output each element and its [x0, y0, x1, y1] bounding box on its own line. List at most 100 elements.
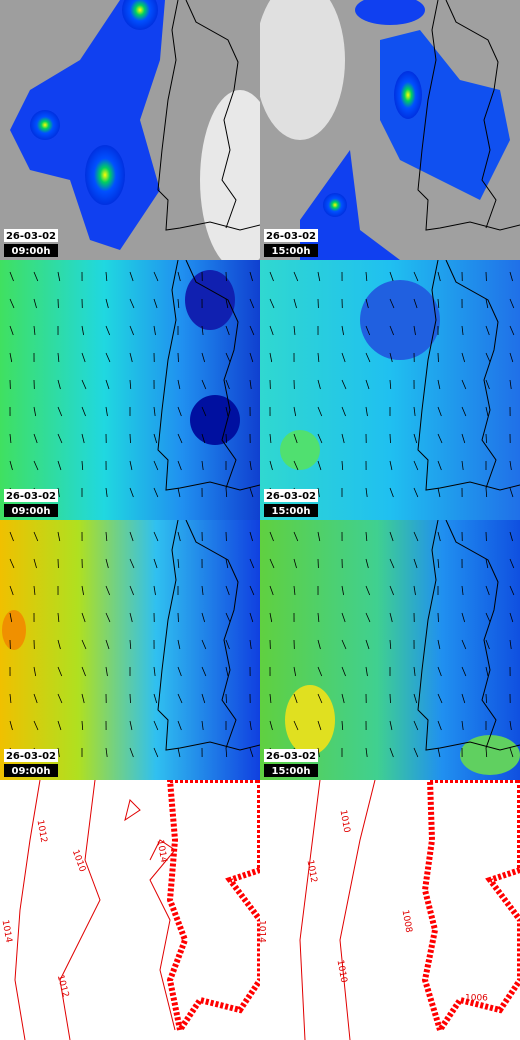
isobars-left: 1012 1010 1014 1014 1012	[0, 780, 260, 1040]
wind-arrow	[461, 460, 464, 471]
timestamp: 26-03-02 15:00h	[264, 749, 318, 777]
wind-arrow	[129, 352, 133, 363]
wind-arrow	[365, 531, 368, 542]
wind-arrow	[33, 433, 38, 444]
wind-arrow	[269, 612, 273, 623]
wind-arrow	[341, 639, 347, 650]
wind-arrow	[293, 460, 299, 471]
wind-arrow	[341, 406, 346, 417]
wind-arrow	[341, 693, 345, 704]
wind-arrow	[269, 352, 273, 363]
wind-arrow	[57, 460, 62, 471]
wind-arrow	[485, 352, 491, 363]
wind-arrow	[177, 433, 183, 444]
wind-arrow	[153, 531, 159, 542]
wind-arrow	[365, 585, 371, 596]
time-label: 09:00h	[12, 506, 51, 517]
wind-arrow	[33, 298, 37, 309]
isobar-label: 1012	[305, 859, 319, 883]
date-label: 26-03-02	[6, 231, 56, 242]
wind-arrow	[153, 325, 156, 336]
wind-arrow	[129, 433, 131, 444]
wind-arrow	[33, 693, 38, 704]
wind-arrow	[389, 612, 393, 623]
isobar-label: 1012	[35, 819, 49, 843]
wind-arrow	[225, 666, 229, 677]
date-box	[264, 489, 318, 502]
wind-arrow	[201, 379, 207, 390]
wind-arrow	[461, 325, 464, 336]
wind-arrow	[57, 271, 61, 282]
wind-arrow	[317, 531, 321, 542]
wind-arrow	[153, 558, 158, 569]
wind-arrow	[9, 271, 14, 282]
wind-arrow	[341, 325, 344, 336]
wind-arrow	[177, 666, 182, 677]
wind-arrow	[341, 666, 346, 677]
wind-arrow	[201, 325, 204, 336]
date-label: 26-03-02	[6, 491, 56, 502]
wind-arrow	[249, 639, 252, 650]
wind-arrow	[437, 693, 443, 704]
isobar-label: 1014	[0, 919, 13, 944]
wind-arrow	[105, 352, 111, 363]
wind-arrow	[201, 352, 206, 363]
wind-arrow	[461, 720, 464, 731]
wind-arrow	[485, 325, 490, 336]
wind-arrow	[105, 531, 108, 542]
wind-arrow	[509, 379, 512, 390]
wind-arrow	[57, 352, 60, 363]
wind-arrow	[485, 612, 491, 623]
wind-arrow	[269, 271, 274, 282]
wind-arrow	[105, 612, 111, 623]
wind-arrow	[201, 693, 206, 704]
isobar-label: 1014	[257, 920, 267, 943]
wind-arrow	[225, 379, 230, 390]
wind-arrow	[509, 612, 514, 623]
wind-arrow	[317, 747, 320, 758]
wind-arrow	[509, 558, 515, 569]
wind-arrow	[33, 558, 37, 569]
wind-arrow	[413, 271, 419, 282]
wind-arrow	[437, 747, 441, 758]
wind-arrow	[293, 325, 296, 336]
wind-arrow	[225, 585, 230, 596]
wind-arrow	[509, 585, 515, 596]
wind-arrow	[249, 487, 254, 498]
wind-arrow	[365, 379, 370, 390]
wind-arrow	[177, 487, 181, 498]
wind-arrow	[317, 406, 323, 417]
wind-arrow	[509, 271, 513, 282]
wind-arrow	[413, 460, 419, 471]
wind-arrow	[57, 720, 62, 731]
wind-arrow	[201, 612, 206, 623]
wind-arrow	[461, 379, 467, 390]
wind-arrow	[225, 406, 229, 417]
wind-arrow	[317, 379, 321, 390]
wind-arrow	[105, 325, 111, 336]
wind-arrow	[365, 666, 368, 677]
timestamp: 26-03-02 09:00h	[4, 229, 58, 257]
time-label: 15:00h	[272, 246, 311, 257]
wind-arrow	[177, 460, 182, 471]
wind-arrow	[201, 433, 206, 444]
wind-arrow	[365, 325, 371, 336]
wind-arrow	[509, 531, 513, 542]
wind-arrow	[461, 585, 464, 596]
wind-arrow	[201, 720, 204, 731]
wind-arrow	[105, 406, 108, 417]
wind-arrow	[485, 406, 489, 417]
wind-arrow	[269, 460, 273, 471]
wind-arrow	[269, 558, 275, 569]
wind-arrow	[249, 585, 255, 596]
wind-arrow	[365, 558, 369, 569]
wind-arrow	[317, 612, 320, 623]
wind-arrow	[389, 487, 394, 498]
wind-arrow	[389, 693, 391, 704]
wind-arrow	[57, 612, 60, 623]
wind-arrow	[177, 406, 182, 417]
wind-arrow	[57, 379, 61, 390]
wind-arrow	[225, 558, 229, 569]
wind-arrow	[33, 460, 39, 471]
wind-arrow	[129, 639, 132, 650]
